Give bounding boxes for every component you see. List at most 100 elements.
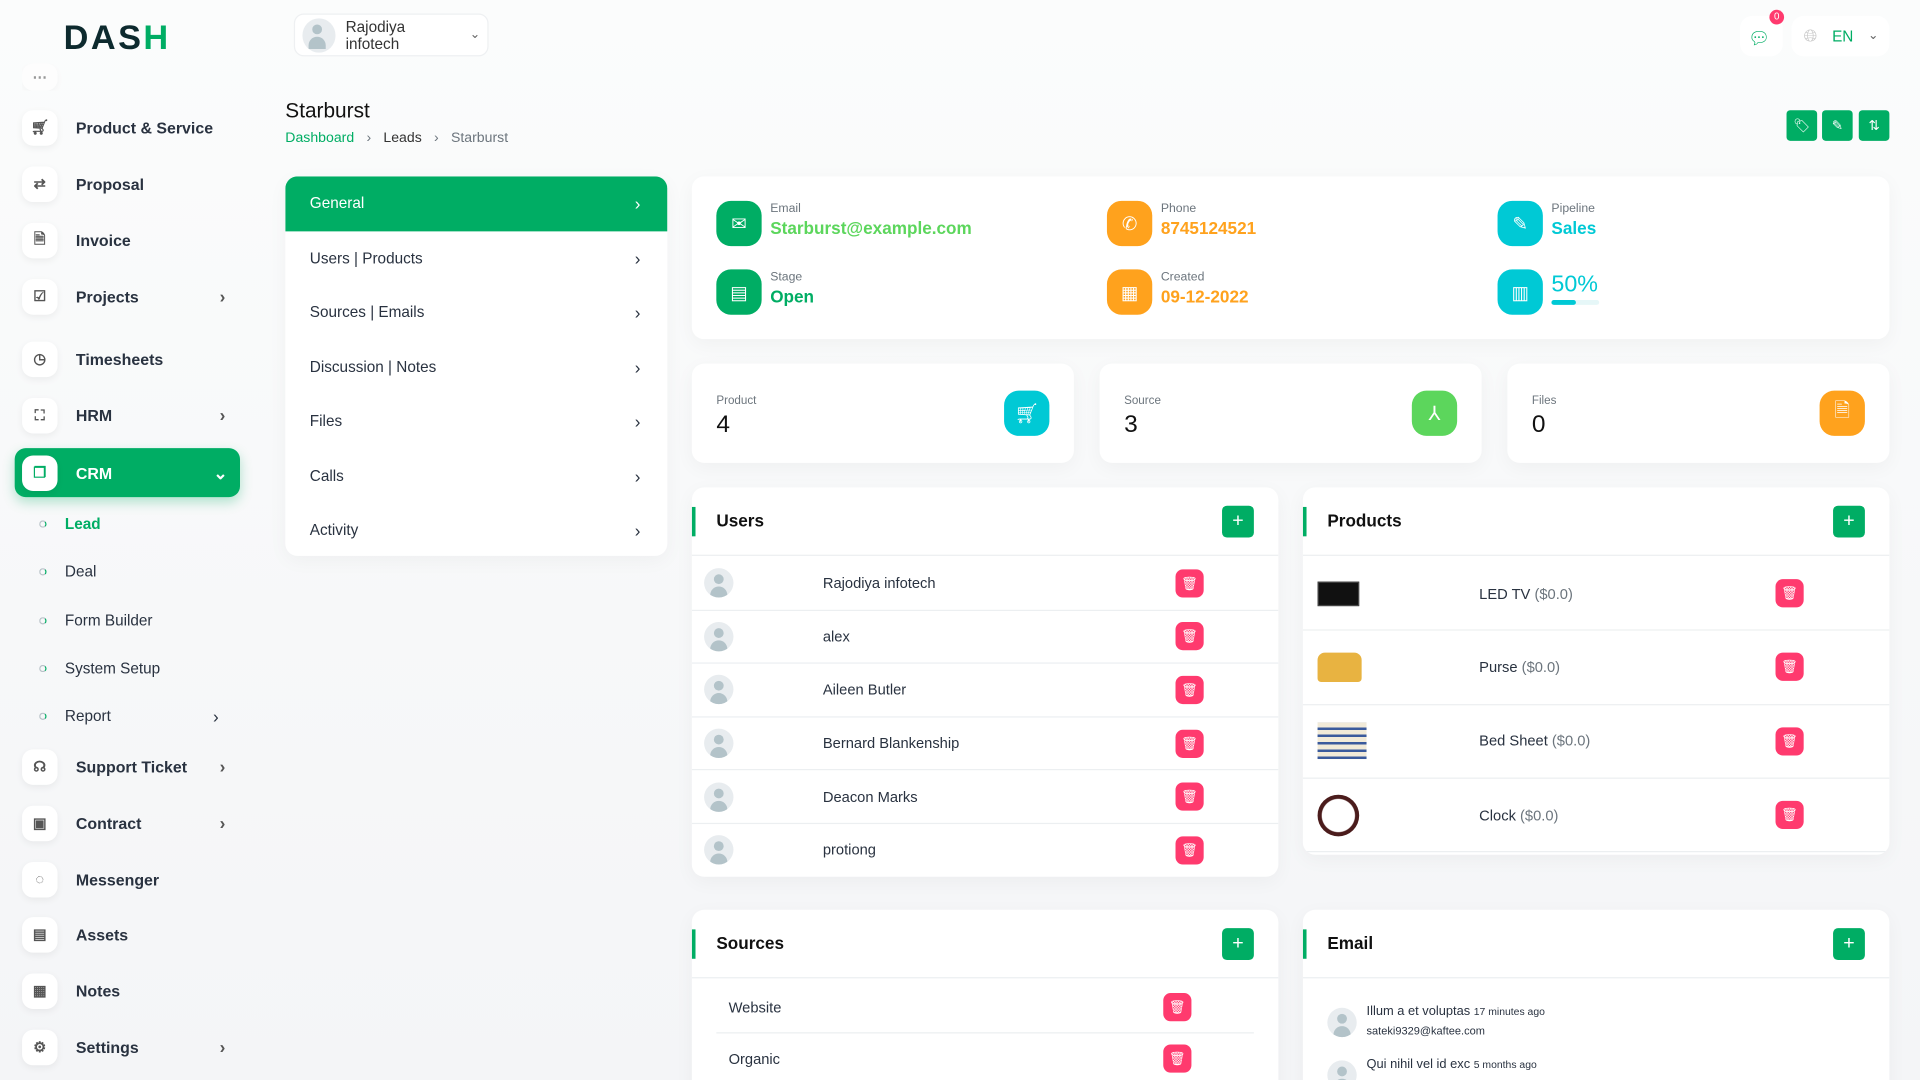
stage-value: Open [770, 286, 815, 307]
user-dropdown[interactable]: Rajodiya infotech ⌄ [293, 13, 489, 57]
sidebar-subitem-lead[interactable]: Lead [39, 516, 101, 533]
delete-user-button[interactable]: 🗑︎ [1175, 729, 1204, 758]
product-price: ($0.0) [1534, 584, 1573, 603]
logo[interactable]: DASH [63, 18, 171, 57]
product-image [1317, 581, 1360, 606]
section-tab-activity[interactable]: Activity › [285, 503, 667, 556]
edit-button[interactable]: ✎ [1822, 110, 1853, 141]
product-name: LED TV ($0.0) [1479, 585, 1573, 602]
labels-button[interactable]: 🏷︎ [1786, 110, 1818, 141]
source-row: Organic 🗑︎ [716, 1033, 1254, 1080]
email-subject: Qui nihil vel id exc [1366, 1056, 1471, 1072]
progress-fill [1551, 300, 1576, 305]
section-tab-sources-emails[interactable]: Sources | Emails › [285, 285, 667, 339]
sidebar-subitem-form-builder[interactable]: Form Builder [39, 612, 153, 629]
sidebar-subitem-system-setup[interactable]: System Setup [39, 660, 160, 677]
product-row: Bed Sheet ($0.0) 🗑︎ [1302, 705, 1890, 779]
delete-user-button[interactable]: 🗑︎ [1175, 622, 1204, 651]
user-name: Aileen Butler [822, 681, 907, 699]
sidebar-item-product-service[interactable]: 🛒︎ Product & Service [22, 105, 238, 149]
product-name: Purse ($0.0) [1479, 659, 1560, 676]
stat-value: 0 [1531, 411, 1546, 439]
product-name: Clock ($0.0) [1479, 806, 1558, 823]
delete-user-button[interactable]: 🗑︎ [1175, 675, 1204, 705]
delete-user-button[interactable]: 🗑︎ [1175, 782, 1204, 811]
chevron-right-icon: › [219, 286, 226, 307]
lead-info-card: ✉ Email Starburst@example.com ✆ Phone 87… [691, 176, 1890, 340]
file-icon: 🗎 [1819, 390, 1865, 436]
add-source-button[interactable]: + [1222, 928, 1254, 961]
sidebar-item-label: Projects [75, 287, 139, 306]
assets-icon: ▤ [22, 916, 58, 953]
proposal-icon: ⇄ [22, 165, 58, 202]
email-item[interactable]: Qui nihil vel id exc 5 months ago [1327, 1056, 1537, 1080]
product-name-text: Bed Sheet [1479, 732, 1548, 750]
stat-value: 4 [716, 411, 730, 439]
section-tab-calls[interactable]: Calls › [285, 449, 667, 503]
delete-product-button[interactable]: 🗑︎ [1775, 800, 1804, 830]
delete-user-button[interactable]: 🗑︎ [1175, 836, 1204, 865]
sidebar-item-invoice[interactable]: 🗎 Invoice [22, 218, 238, 262]
tab-label: General [309, 195, 365, 213]
add-user-button[interactable]: + [1222, 505, 1254, 538]
product-row: LED TV ($0.0) 🗑︎ [1302, 557, 1890, 631]
convert-button[interactable]: ⇅ [1858, 110, 1890, 141]
section-tab-users-products[interactable]: Users | Products › [285, 231, 667, 285]
language-label: EN [1832, 27, 1854, 45]
sidebar-subitem-deal[interactable]: Deal [39, 563, 96, 580]
add-email-button[interactable]: + [1833, 928, 1865, 961]
delete-user-button[interactable]: 🗑︎ [1175, 569, 1204, 598]
chart-icon: ▥ [1497, 269, 1543, 315]
add-product-button[interactable]: + [1833, 505, 1865, 538]
page-title: Starburst [285, 99, 370, 123]
sidebar-item-partial[interactable]: ⋯ [22, 63, 238, 91]
sidebar-item-support-ticket[interactable]: ☊ Support Ticket › [22, 744, 238, 788]
language-dropdown[interactable]: 🌐︎ EN ⌄ [1791, 15, 1890, 57]
user-name: Rajodiya infotech [345, 17, 406, 53]
section-tab-discussion-notes[interactable]: Discussion | Notes › [285, 340, 667, 394]
delete-product-button[interactable]: 🗑︎ [1775, 579, 1804, 608]
email-subject: Illum a et voluptas [1366, 1004, 1471, 1019]
sidebar-item-label: Invoice [75, 230, 131, 250]
delete-product-button[interactable]: 🗑︎ [1775, 727, 1804, 756]
section-tab-general[interactable]: General › [285, 176, 668, 231]
chevron-right-icon: › [634, 193, 641, 214]
sidebar-item-notes[interactable]: ▦ Notes [22, 969, 238, 1013]
messages-button[interactable]: 💬︎ 0 [1740, 9, 1785, 57]
sidebar-item-projects[interactable]: ☑ Projects › [22, 274, 238, 318]
breadcrumb-leads[interactable]: Leads [383, 131, 422, 146]
invoice-icon: 🗎 [22, 222, 58, 258]
email-item[interactable]: Illum a et voluptas 17 minutes ago sateki… [1327, 1004, 1545, 1038]
sidebar: DASH ⋯ 🛒︎ Product & Service ⇄ Proposal 🗎 Invo… [0, 0, 263, 1080]
projects-icon: ☑ [22, 278, 58, 315]
sidebar-item-hrm[interactable]: ⛶ HRM › [22, 393, 238, 437]
user-row: Rajodiya infotech 🗑︎ [691, 557, 1279, 611]
delete-product-button[interactable]: 🗑︎ [1775, 653, 1804, 682]
sidebar-subitem-report[interactable]: Report › [39, 707, 219, 726]
delete-source-button[interactable]: 🗑︎ [1163, 1044, 1192, 1073]
trash-icon: 🗑︎ [1181, 629, 1199, 645]
product-image [1317, 794, 1360, 836]
sidebar-item-settings[interactable]: ⚙ Settings › [22, 1025, 238, 1069]
trash-icon: 🗑︎ [1181, 736, 1199, 752]
sidebar-item-crm[interactable]: ❐ CRM ⌄ [14, 448, 241, 498]
hrm-icon: ⛶ [22, 397, 58, 433]
email-card: Email + Illum a et voluptas 17 minutes ag… [1302, 909, 1890, 1080]
delete-source-button[interactable]: 🗑︎ [1163, 993, 1192, 1022]
sidebar-item-timesheets[interactable]: ◷ Timesheets [22, 337, 238, 381]
avatar [704, 835, 734, 865]
notes-icon: ▦ [22, 972, 58, 1009]
breadcrumb-dashboard[interactable]: Dashboard [285, 131, 355, 146]
subitem-label: Deal [64, 563, 97, 581]
chevron-right-icon: › [219, 1037, 226, 1057]
chevron-right-icon: › [219, 405, 226, 425]
sidebar-item-messenger[interactable]: ◌ Messenger [22, 857, 238, 901]
stage-label: Stage [770, 270, 803, 285]
email-label: Email [770, 202, 801, 216]
sidebar-item-assets[interactable]: ▤ Assets [22, 912, 238, 956]
subitem-label: Report [64, 707, 111, 725]
sidebar-item-contract[interactable]: ▣ Contract › [22, 801, 238, 845]
bullet-icon [39, 568, 47, 576]
section-tab-files[interactable]: Files › [285, 394, 667, 448]
sidebar-item-proposal[interactable]: ⇄ Proposal [22, 162, 238, 206]
